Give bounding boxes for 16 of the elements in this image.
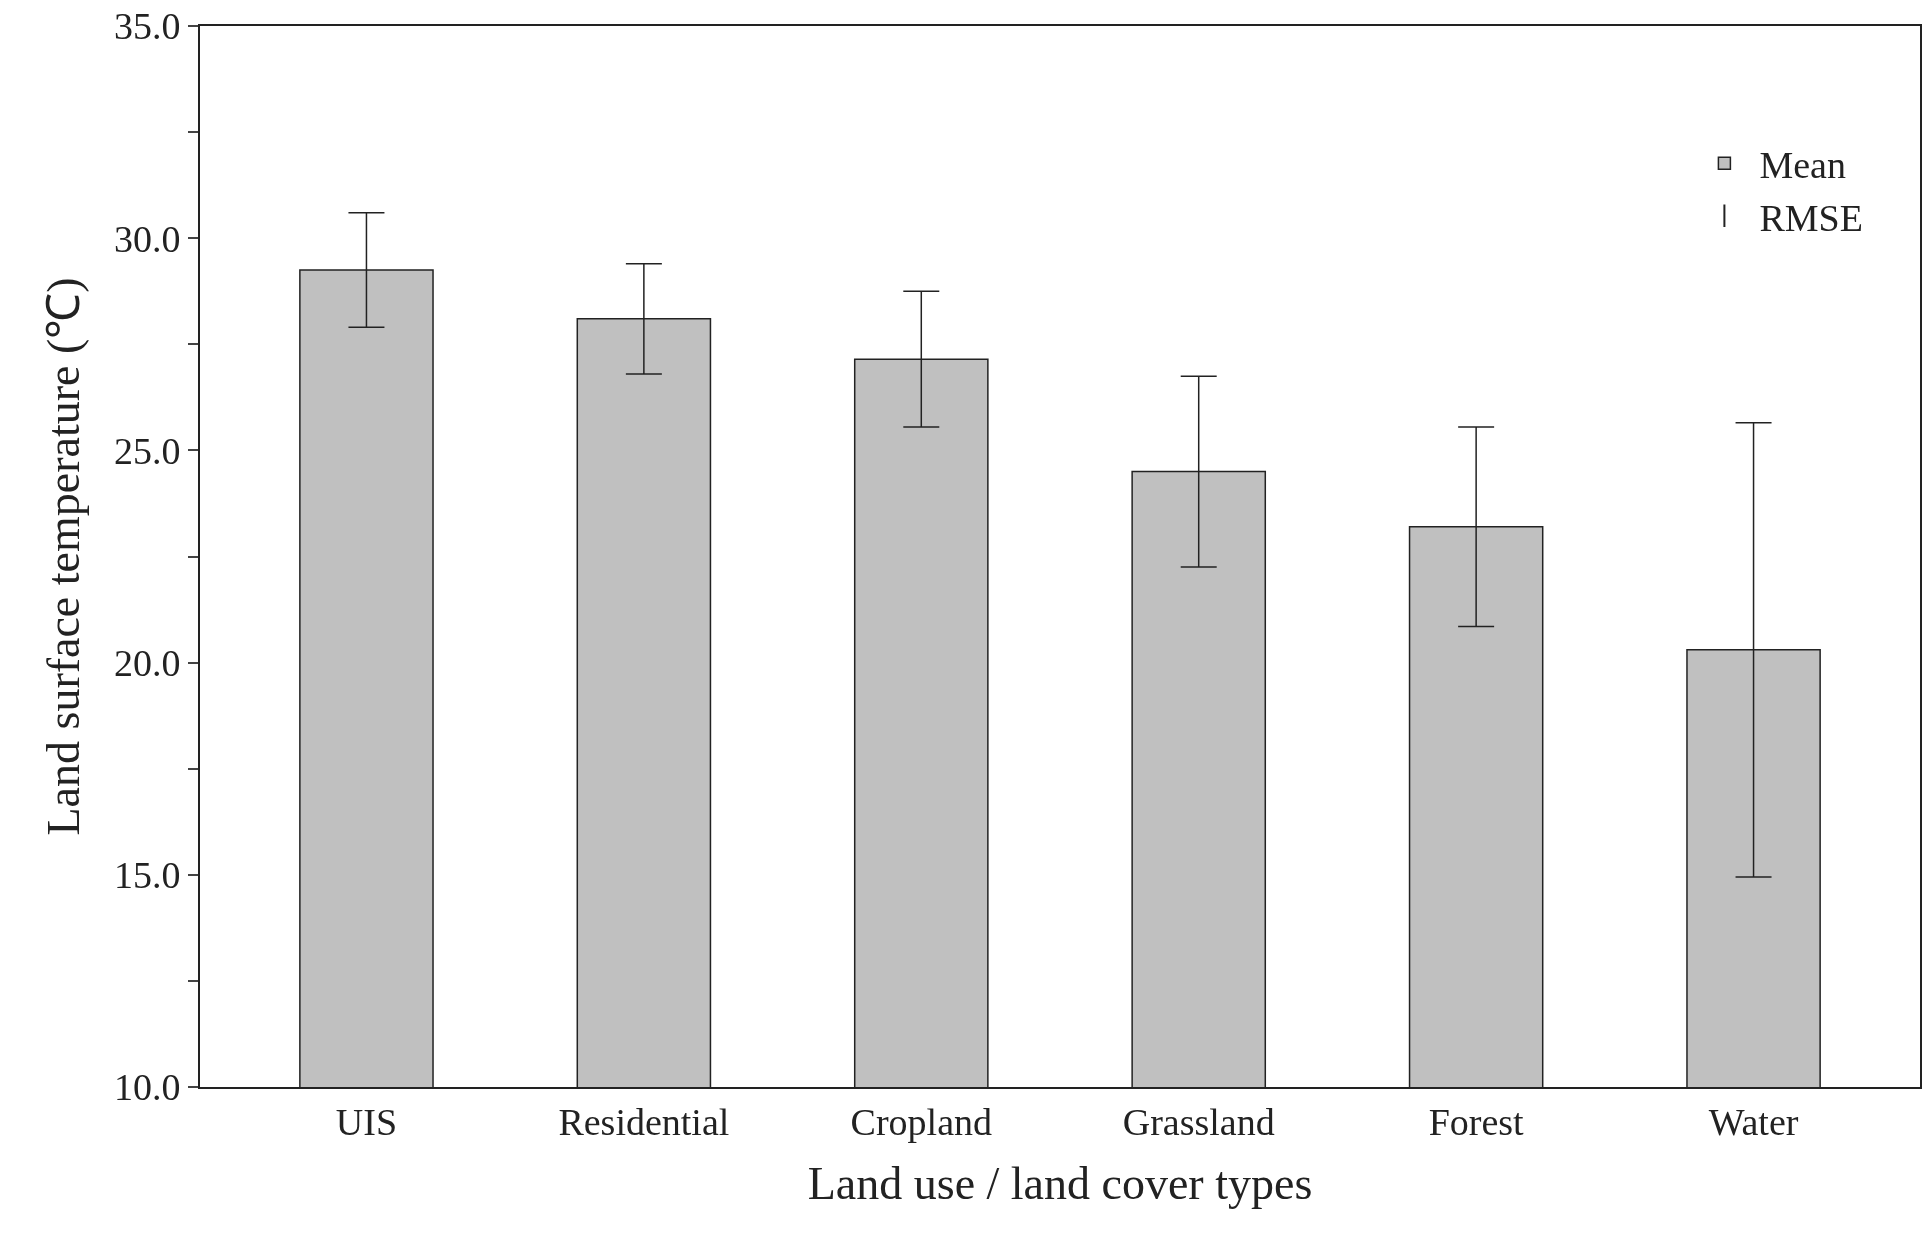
x-tick-label: Residential [558,1100,730,1143]
y-tick-label: 30.0 [113,217,181,260]
y-tick-label: 15.0 [113,854,181,897]
annotation: RMSE [1759,196,1863,239]
y-axis-title: Land surface temperature (℃) [37,277,89,836]
y-tick-label: 20.0 [113,641,181,684]
x-tick-label: Grassland [1122,1100,1275,1143]
x-tick-label: Cropland [850,1100,993,1143]
y-tick-label: 35.0 [113,5,181,48]
y-tick-label: 10.0 [113,1066,181,1109]
x-tick-label: Forest [1428,1100,1525,1143]
x-tick-label: UIS [335,1100,398,1143]
legend-label: Mean [1759,144,1846,187]
x-tick-label: Water [1708,1100,1799,1143]
x-axis-title: Land use / land cover types [807,1157,1313,1209]
y-tick-label: 25.0 [113,429,181,472]
